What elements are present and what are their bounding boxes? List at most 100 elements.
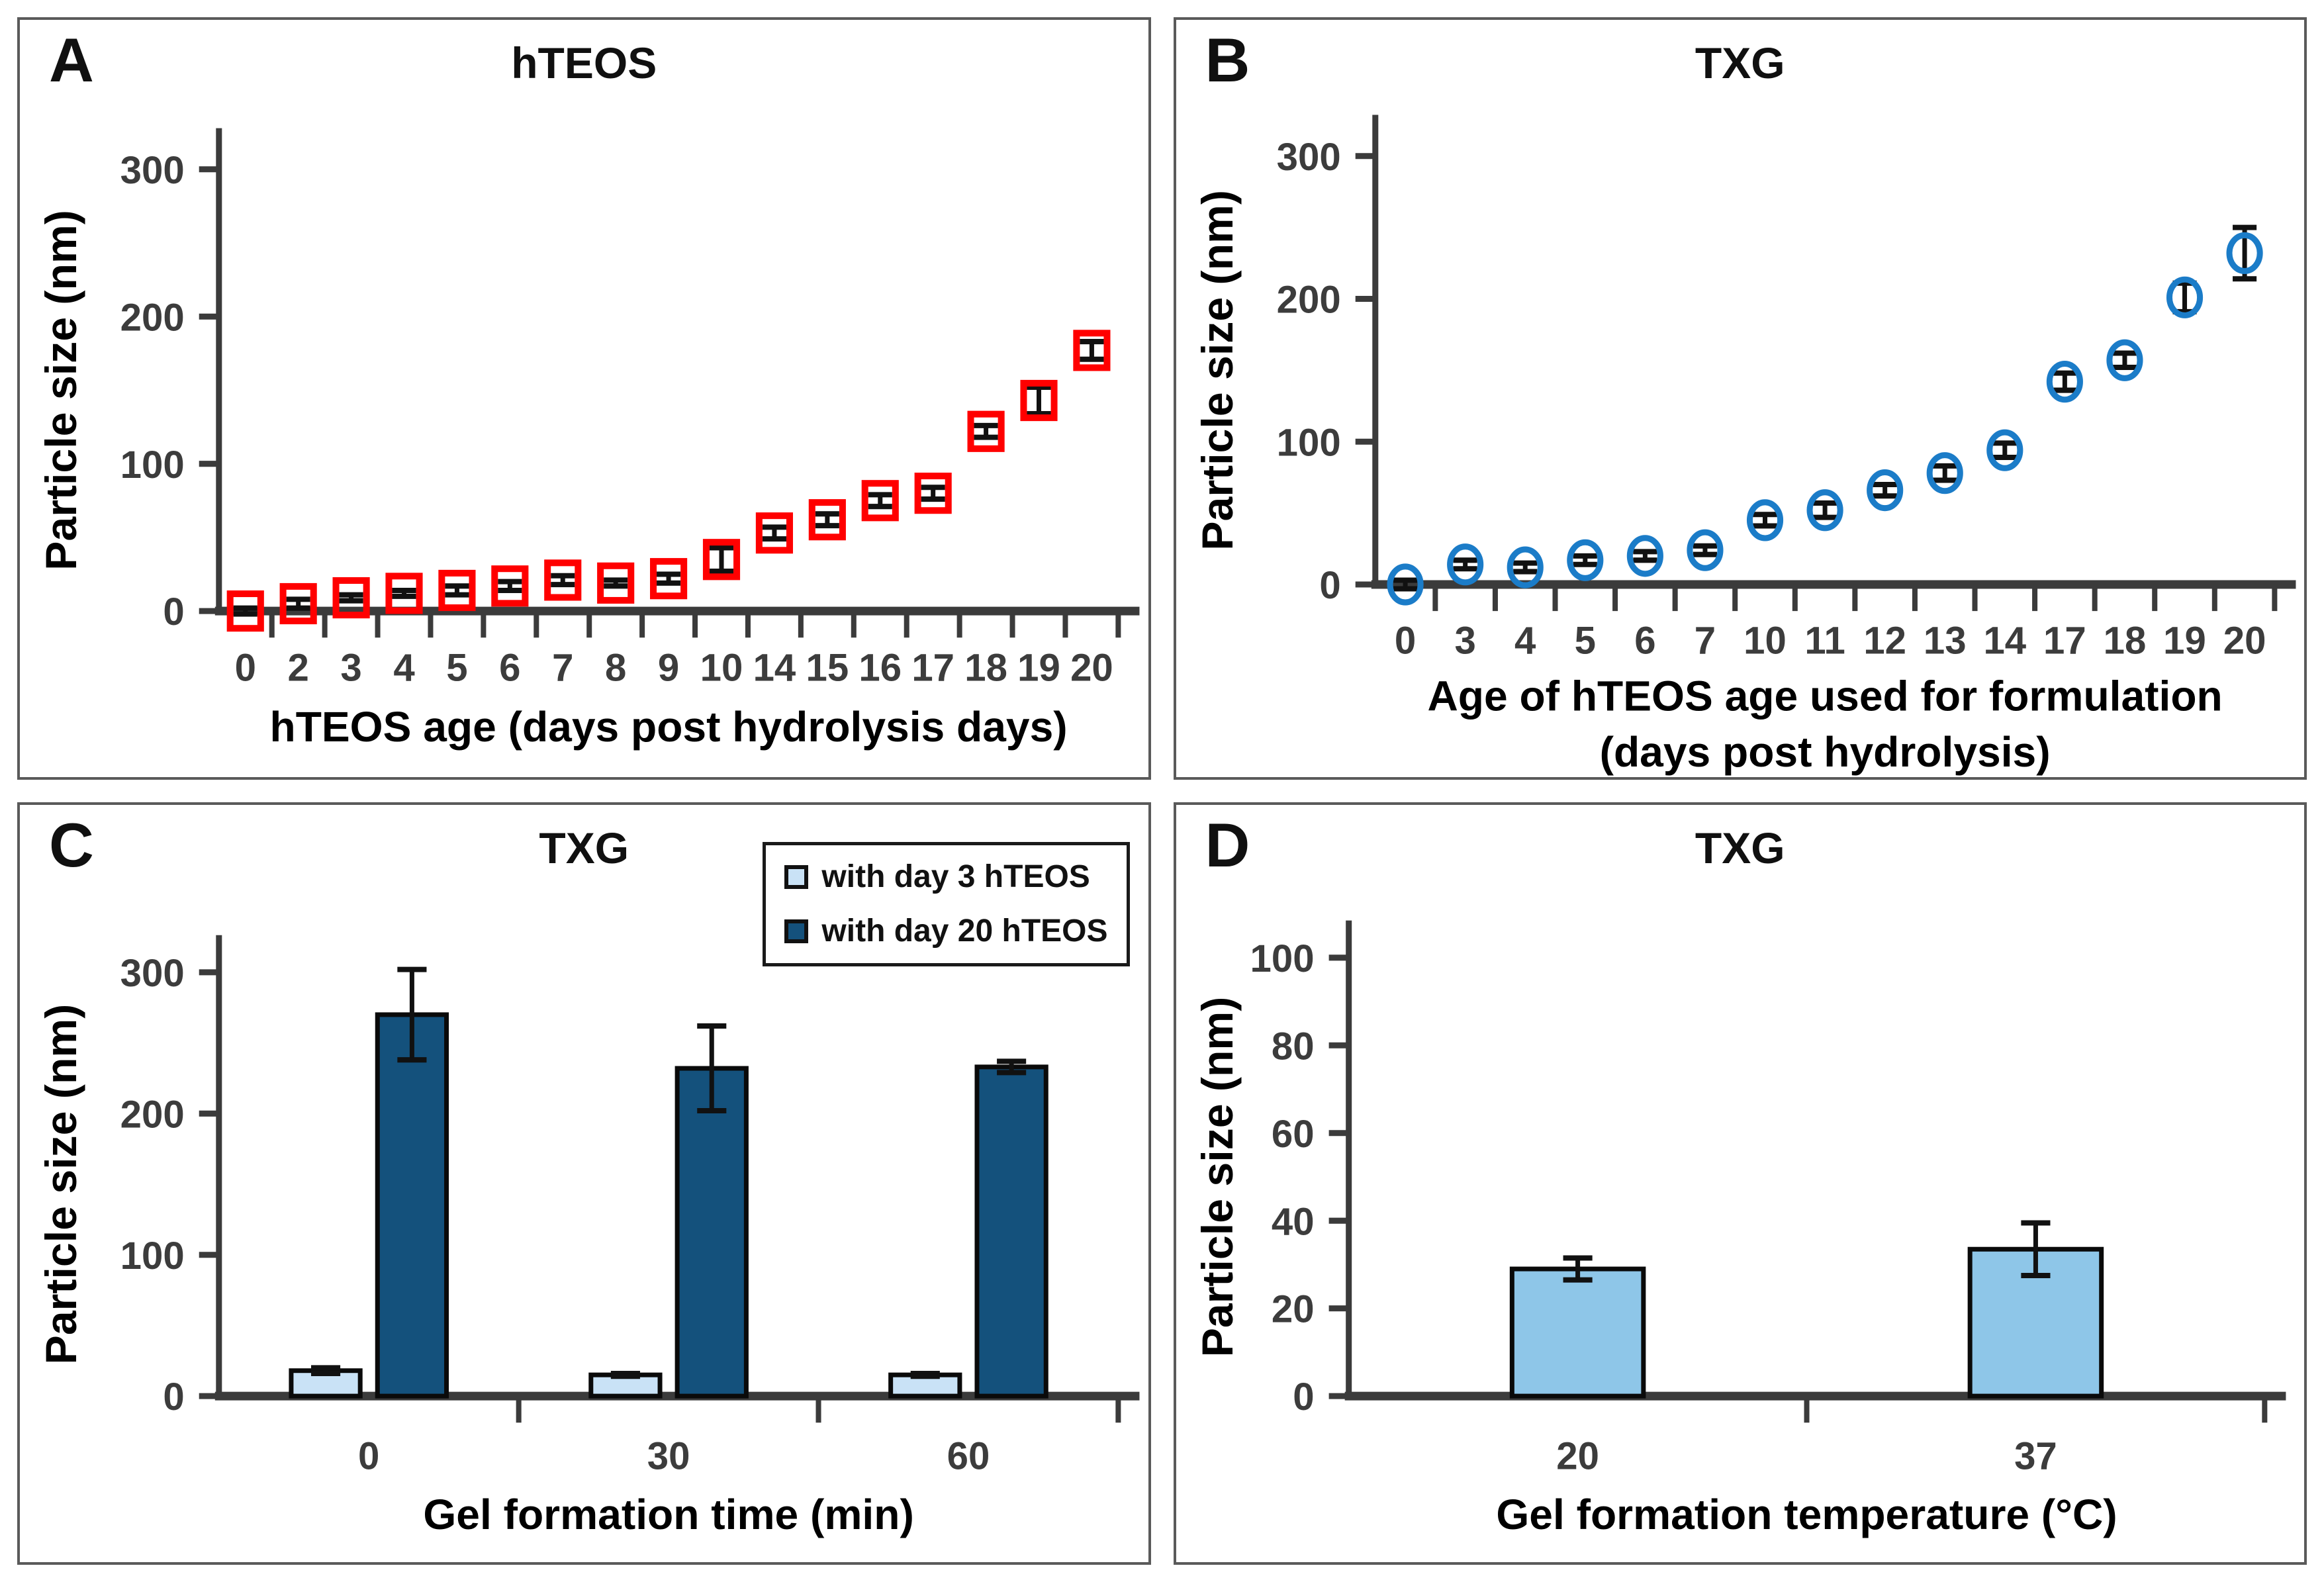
data-point-marker [1566,539,1603,581]
y-tick-label: 200 [120,1093,185,1136]
data-bars [1509,1220,2104,1399]
data-point-marker [914,473,952,514]
x-tick-label: 8 [605,646,626,689]
x-tick-label: 3 [340,646,361,689]
panel-d-title: TXG [1695,823,1785,872]
data-point-marker [332,577,370,619]
data-point-marker [967,410,1005,452]
bar [974,1064,1048,1399]
data-bars [289,966,1048,1399]
x-tick-label: 0 [358,1434,379,1477]
data-point-marker [808,499,846,541]
y-tick-label: 0 [1293,1375,1314,1419]
y-tick-label: 0 [163,590,184,633]
data-point-marker [1073,330,1111,371]
axes: 0 20 40 60 80 100 20 37 Gel formation temperatur… [1193,920,2286,1538]
x-tick-label: 37 [2014,1434,2057,1477]
bar [888,1372,962,1399]
legend-row-day20: with day 20 hTEOS [784,913,1108,949]
y-axis-title: Particle size (nm) [1193,190,1242,551]
x-axis-title: Age of hTEOS age used for formulation [1427,673,2222,720]
x-tick-label: 12 [1863,619,1906,662]
x-tick-label: 4 [393,646,415,689]
chart-d-bars: 0 20 40 60 80 100 20 37 Gel formation temperatur… [1193,920,2286,1538]
x-tick-label: 5 [1574,619,1595,662]
y-tick-label: 100 [120,1234,185,1278]
x-tick-label: 14 [1983,619,2026,662]
y-axis-title: Particle size (nm) [1193,997,1242,1358]
x-axis-title-line2: (days post hydrolysis) [1599,728,2050,776]
panel-b: B TXG 0 100 200 300 0 3 4 5 6 7 10 11 12 13 14 17 18 19 20… [1173,17,2307,780]
x-tick-label: 60 [947,1434,990,1477]
bar [289,1368,363,1399]
bar [1509,1266,1646,1399]
y-tick-label: 60 [1271,1113,1314,1156]
panel-b-title: TXG [1695,38,1785,87]
y-axis-title: Particle size (nm) [37,1004,86,1365]
panel-c-letter: C [49,810,94,880]
y-axis-title: Particle size (nm) [37,210,86,571]
data-point-marker [1746,499,1783,541]
panel-d-letter: D [1205,810,1250,880]
x-tick-label: 18 [2103,619,2146,662]
data-point-marker [438,569,476,612]
panel-a: A hTEOS 0 100 200 300 0 2 3 4 5 6 7 8 9 10 14 15 16 17 18 1… [17,17,1151,780]
x-tick-label: 7 [552,646,573,689]
data-point-marker [385,573,423,614]
x-tick-label: 9 [658,646,679,689]
bar [375,1012,449,1399]
x-tick-label: 17 [911,646,954,689]
legend-swatch-day20-icon [784,919,809,943]
y-tick-label: 300 [120,952,185,995]
data-point-marker [2046,361,2083,403]
y-tick-label: 100 [1276,421,1340,464]
panel-d: D TXG 0 20 40 60 80 100 20 37 Gel formation temp… [1173,802,2307,1565]
x-axis-title: Gel formation temperature (°C) [1496,1491,2117,1538]
x-tick-label: 20 [1556,1434,1599,1477]
x-tick-label: 6 [499,646,520,689]
axes: 0 100 200 300 0 30 60 Gel formation time (min) P… [37,935,1140,1538]
data-point-marker [491,565,529,607]
legend-row-day3: with day 3 hTEOS [784,861,1107,893]
x-tick-label: 7 [1694,619,1715,662]
legend-label-day3: with day 3 hTEOS [821,859,1090,894]
panel-a-title: hTEOS [511,38,657,87]
data-point-marker [1626,535,1663,577]
x-tick-label: 16 [859,646,902,689]
y-tick-label: 200 [1276,279,1340,322]
x-tick-label: 13 [1923,619,1966,662]
x-tick-label: 15 [806,646,849,689]
x-tick-label: 3 [1454,619,1475,662]
x-tick-label: 20 [1070,646,1113,689]
data-point-marker [2226,232,2263,275]
y-tick-label: 80 [1271,1025,1314,1068]
x-tick-label: 0 [1394,619,1415,662]
panel-b-letter: B [1205,25,1250,95]
legend-label-day20: with day 20 hTEOS [821,913,1108,949]
x-tick-label: 20 [2223,619,2266,662]
data-point-marker [1866,469,1903,512]
x-tick-label: 19 [2163,619,2206,662]
x-tick-label: 5 [446,646,467,689]
data-point-marker [2166,276,2203,318]
x-tick-label: 10 [1743,619,1787,662]
data-point-marker [755,512,793,554]
x-tick-label: 2 [288,646,309,689]
y-tick-label: 0 [163,1375,184,1419]
data-point-marker [597,562,635,604]
chart-c-legend: with day 3 hTEOS with day 20 hTEOS [763,842,1130,966]
legend-swatch-day3-icon [784,865,809,889]
data-point-marker [1507,546,1544,588]
x-tick-label: 0 [235,646,256,689]
panel-c-title: TXG [539,823,629,872]
data-point-marker [279,582,317,625]
y-tick-label: 20 [1271,1288,1314,1331]
x-tick-label: 14 [753,646,796,689]
data-point-marker [544,559,582,601]
data-point-marker [226,590,264,632]
data-point-marker [1986,429,2023,471]
data-point-marker [1387,563,1424,606]
data-point-marker [1926,452,1963,494]
data-points [226,330,1111,632]
